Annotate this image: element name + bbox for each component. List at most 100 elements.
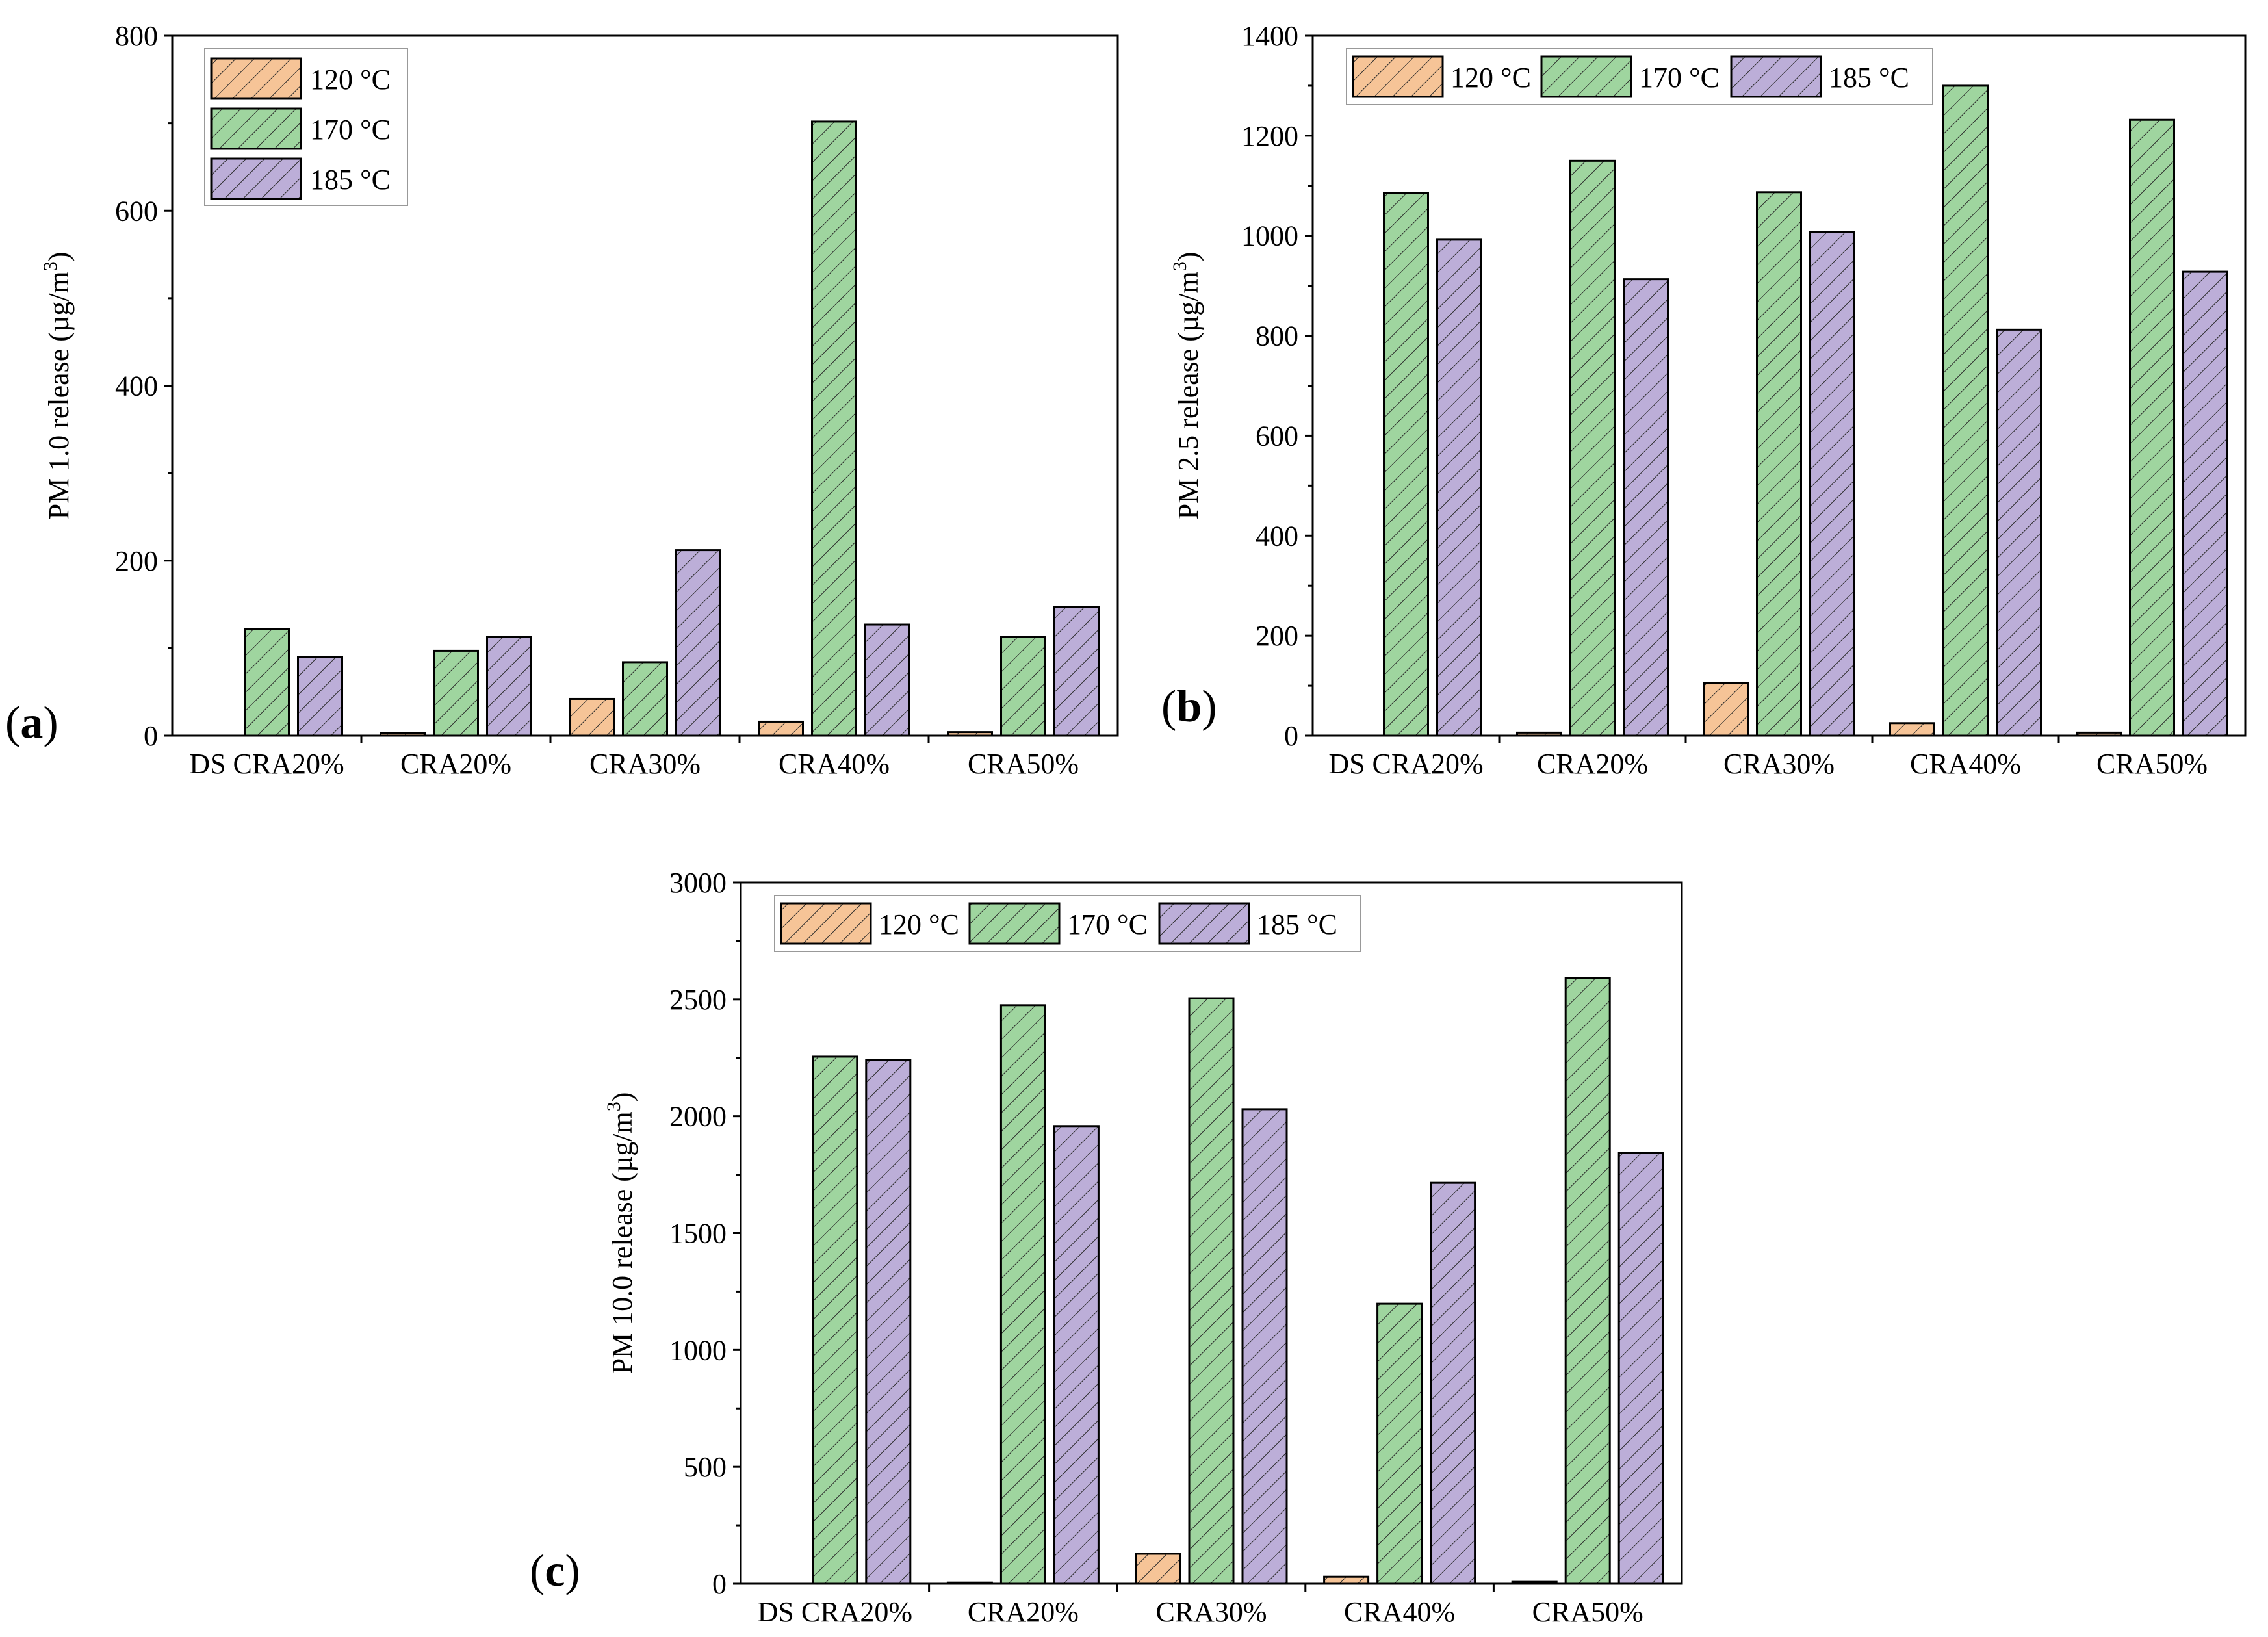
bar <box>1376 1302 1423 1585</box>
bar-hatch <box>811 120 857 737</box>
category-label: CRA40% <box>779 748 890 780</box>
bar-hatch <box>2182 270 2228 737</box>
bar <box>1756 191 1802 737</box>
panel-label-letter: c <box>545 1546 565 1596</box>
bar <box>1383 192 1429 737</box>
y-tick-label: 2000 <box>669 1101 727 1133</box>
bar <box>1323 1575 1370 1585</box>
legend-swatch-hatch <box>210 157 302 200</box>
panel-label-close: ) <box>1202 682 1217 732</box>
y-axis-title-close: ) <box>43 252 75 262</box>
legend-swatch <box>780 902 872 945</box>
bar <box>675 549 721 737</box>
bar-hatch <box>1942 84 1989 737</box>
bar <box>1623 278 1669 737</box>
category-label: DS CRA20% <box>189 748 344 780</box>
bar-hatch <box>1623 278 1669 737</box>
bar <box>244 628 290 737</box>
bar-hatch <box>1188 997 1235 1585</box>
plot-frame <box>740 881 1683 1585</box>
y-axis-title-sup: 3 <box>1169 261 1191 271</box>
bar-hatch <box>1436 238 1482 737</box>
category-label: CRA50% <box>1532 1596 1643 1628</box>
y-tick-label: 500 <box>684 1451 727 1483</box>
bar-hatch <box>622 661 668 737</box>
bar-hatch <box>486 636 532 737</box>
bar <box>1053 1125 1100 1585</box>
bar <box>1617 1152 1664 1585</box>
y-tick-label: 1000 <box>669 1334 727 1366</box>
category-label: CRA20% <box>968 1596 1079 1628</box>
bar-hatch <box>1000 636 1046 737</box>
legend-box <box>1346 48 1933 105</box>
bar-hatch <box>675 549 721 737</box>
bar-hatch <box>1564 977 1611 1585</box>
bar <box>1135 1553 1181 1585</box>
bar <box>1809 231 1855 737</box>
plot-frame <box>1311 34 2247 737</box>
y-tick-label: 200 <box>1256 620 1298 652</box>
y-tick-label: 400 <box>115 370 158 402</box>
bar <box>1000 636 1046 737</box>
panel-label-open: ( <box>530 1546 545 1596</box>
bar <box>999 1004 1046 1585</box>
y-tick-label: 600 <box>115 195 158 227</box>
bar <box>433 649 479 737</box>
bar <box>1188 997 1235 1585</box>
category-label: CRA40% <box>1344 1596 1455 1628</box>
y-tick-label: 400 <box>1256 520 1298 552</box>
bar-hatch <box>1323 1575 1370 1585</box>
category-label: DS CRA20% <box>758 1596 912 1628</box>
bar-hatch <box>244 628 290 737</box>
legend-swatch-hatch <box>1540 55 1632 98</box>
bar-hatch <box>1430 1181 1476 1585</box>
bar <box>1430 1181 1476 1585</box>
bar <box>486 636 532 737</box>
bar <box>811 120 857 737</box>
y-tick-label: 2500 <box>669 984 727 1016</box>
y-tick-label: 1400 <box>1241 20 1298 52</box>
bar-hatch <box>1809 231 1855 737</box>
bar-hatch <box>1241 1108 1288 1585</box>
legend-swatch-hatch <box>210 57 302 100</box>
y-tick-label: 200 <box>115 545 158 577</box>
bar-hatch <box>1756 191 1802 737</box>
bar-hatch <box>865 1059 912 1585</box>
bar-hatch <box>999 1004 1046 1585</box>
legend-swatch <box>210 157 302 200</box>
y-axis-title-main: PM 1.0 release (µg/m <box>43 271 75 519</box>
bar-hatch <box>569 697 615 737</box>
bar-hatch <box>1053 1125 1100 1585</box>
bar <box>2182 270 2228 737</box>
legend-swatch <box>968 902 1061 945</box>
y-tick-label: 3000 <box>669 867 727 899</box>
legend: 120 °C 170 °C 185 °C <box>774 895 1361 952</box>
bar <box>1564 977 1611 1585</box>
bar <box>2129 118 2175 737</box>
category-label: CRA20% <box>400 748 511 780</box>
legend-label: 185 °C <box>310 164 391 196</box>
panel-label-open: ( <box>5 698 20 748</box>
category-label: CRA40% <box>1910 748 2021 780</box>
legend-swatch <box>210 57 302 100</box>
bar-hatch <box>1703 682 1749 737</box>
legend-swatch-hatch <box>210 107 302 150</box>
legend-swatch-hatch <box>1158 902 1250 945</box>
bar-hatch <box>1135 1553 1181 1585</box>
category-label: CRA30% <box>1723 748 1835 780</box>
panel-label: (b) <box>1161 682 1217 732</box>
plot-frame <box>171 34 1119 737</box>
y-tick-label: 800 <box>1256 320 1298 352</box>
panel-label-letter: a <box>20 698 43 748</box>
panel-c: 0 500 1000 1500 2000 2500 3000 DS CRA20% CRA20% C… <box>530 867 1683 1628</box>
y-tick-label: 1500 <box>669 1218 727 1250</box>
y-axis-title-close: ) <box>1172 252 1204 262</box>
bar <box>1703 682 1749 737</box>
panel-label-open: ( <box>1161 682 1176 732</box>
category-label: DS CRA20% <box>1328 748 1483 780</box>
legend-label: 170 °C <box>1639 62 1720 94</box>
panel-label: (c) <box>530 1546 580 1596</box>
y-axis-title: PM 1.0 release (µg/m3) <box>40 252 75 520</box>
category-label: CRA50% <box>2096 748 2208 780</box>
